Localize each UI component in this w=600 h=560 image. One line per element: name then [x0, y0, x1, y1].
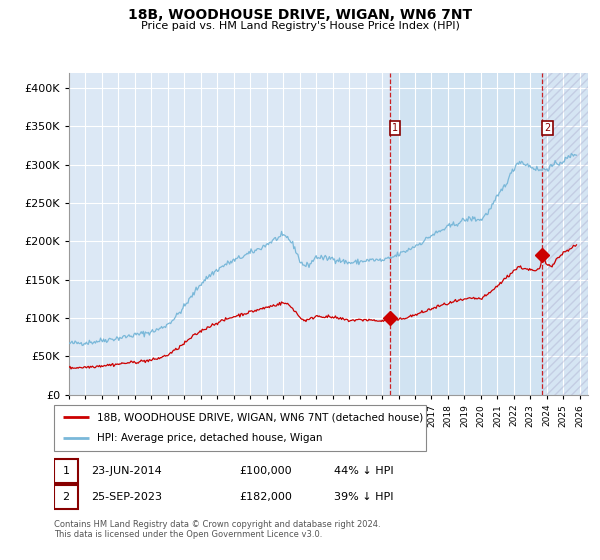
FancyBboxPatch shape: [54, 485, 78, 509]
Text: 1: 1: [62, 466, 70, 476]
Text: £182,000: £182,000: [239, 492, 292, 502]
Text: 23-JUN-2014: 23-JUN-2014: [91, 466, 162, 476]
Text: 18B, WOODHOUSE DRIVE, WIGAN, WN6 7NT (detached house): 18B, WOODHOUSE DRIVE, WIGAN, WN6 7NT (de…: [97, 412, 423, 422]
Text: 39% ↓ HPI: 39% ↓ HPI: [334, 492, 394, 502]
Text: 2: 2: [544, 123, 551, 133]
FancyBboxPatch shape: [54, 459, 78, 483]
Text: 2: 2: [62, 492, 70, 502]
Text: 18B, WOODHOUSE DRIVE, WIGAN, WN6 7NT: 18B, WOODHOUSE DRIVE, WIGAN, WN6 7NT: [128, 8, 472, 22]
Text: 1: 1: [392, 123, 398, 133]
Text: HPI: Average price, detached house, Wigan: HPI: Average price, detached house, Wiga…: [97, 433, 322, 444]
Text: £100,000: £100,000: [239, 466, 292, 476]
Text: 25-SEP-2023: 25-SEP-2023: [91, 492, 162, 502]
Bar: [542, 73, 588, 395]
FancyBboxPatch shape: [54, 405, 426, 451]
Bar: [390, 73, 542, 395]
Text: 44% ↓ HPI: 44% ↓ HPI: [334, 466, 394, 476]
Text: Price paid vs. HM Land Registry's House Price Index (HPI): Price paid vs. HM Land Registry's House …: [140, 21, 460, 31]
Bar: [542, 73, 588, 395]
Text: Contains HM Land Registry data © Crown copyright and database right 2024.
This d: Contains HM Land Registry data © Crown c…: [54, 520, 380, 539]
